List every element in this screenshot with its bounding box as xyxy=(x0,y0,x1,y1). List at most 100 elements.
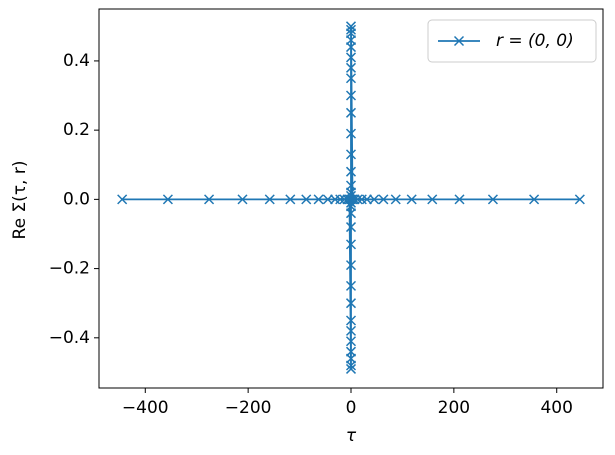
marker-stroke xyxy=(345,180,357,191)
marker xyxy=(345,298,357,309)
y-tick-label: 0.0 xyxy=(63,189,90,209)
marker xyxy=(335,194,346,205)
marker-stroke xyxy=(345,280,357,291)
marker-stroke xyxy=(313,194,324,205)
marker xyxy=(487,194,498,205)
marker xyxy=(345,107,357,118)
marker xyxy=(345,24,357,35)
marker-stroke xyxy=(529,194,540,205)
marker-stroke xyxy=(349,194,360,205)
marker xyxy=(345,52,357,63)
marker-stroke xyxy=(117,194,128,205)
marker xyxy=(322,194,333,205)
marker xyxy=(345,346,357,357)
marker xyxy=(345,222,357,233)
marker-stroke xyxy=(345,222,357,233)
marker xyxy=(361,194,372,205)
marker xyxy=(369,194,380,205)
marker-stroke xyxy=(162,194,173,205)
marker-stroke xyxy=(285,194,296,205)
x-tick-label: −200 xyxy=(225,398,272,418)
marker-stroke xyxy=(345,24,357,35)
marker xyxy=(264,194,275,205)
marker-stroke xyxy=(406,194,417,205)
marker xyxy=(345,325,357,336)
legend-label: r = (0, 0) xyxy=(496,31,574,51)
y-tick-label: 0.4 xyxy=(63,51,90,71)
marker-stroke xyxy=(352,194,363,205)
marker-stroke xyxy=(335,194,346,205)
y-axis-label: Re Σ(τ, r) xyxy=(10,161,30,240)
x-axis-label: τ xyxy=(346,426,357,446)
marker xyxy=(345,62,357,73)
marker xyxy=(313,194,324,205)
marker-stroke xyxy=(345,363,357,374)
marker-stroke xyxy=(345,52,357,63)
marker xyxy=(427,194,438,205)
marker xyxy=(345,315,357,326)
marker xyxy=(345,166,357,177)
marker xyxy=(453,35,465,47)
marker xyxy=(529,194,540,205)
marker-stroke xyxy=(264,194,275,205)
marker xyxy=(390,194,401,205)
marker-stroke xyxy=(345,90,357,101)
plot-frame xyxy=(98,8,604,389)
marker xyxy=(345,180,357,191)
marker xyxy=(285,194,296,205)
legend: r = (0, 0) xyxy=(427,19,597,63)
marker xyxy=(345,21,357,32)
x-tick-label: 200 xyxy=(438,398,470,418)
legend-box xyxy=(427,19,597,63)
marker-stroke xyxy=(345,260,357,271)
marker xyxy=(454,194,465,205)
marker xyxy=(345,336,357,347)
marker-stroke xyxy=(345,336,357,347)
marker xyxy=(345,260,357,271)
marker-stroke xyxy=(378,194,389,205)
marker-stroke xyxy=(237,194,248,205)
marker-stroke xyxy=(361,194,372,205)
marker xyxy=(378,194,389,205)
marker-stroke xyxy=(369,194,380,205)
y-tick-label: −0.4 xyxy=(49,328,90,348)
x-tick-label: 0 xyxy=(346,398,357,418)
marker-stroke xyxy=(390,194,401,205)
marker-stroke xyxy=(345,346,357,357)
y-tick-label: 0.2 xyxy=(63,120,90,140)
marker-stroke xyxy=(322,194,333,205)
marker-stroke xyxy=(204,194,215,205)
marker-stroke xyxy=(345,62,357,73)
marker xyxy=(237,194,248,205)
marker-stroke xyxy=(487,194,498,205)
x-tick-label: −400 xyxy=(122,398,169,418)
marker xyxy=(345,128,357,139)
marker xyxy=(345,90,357,101)
y-tick-label: −0.2 xyxy=(49,259,90,279)
marker xyxy=(301,194,312,205)
marker xyxy=(204,194,215,205)
marker xyxy=(352,194,363,205)
marker xyxy=(117,194,128,205)
marker-stroke xyxy=(345,315,357,326)
marker-stroke xyxy=(345,128,357,139)
marker xyxy=(574,194,585,205)
marker xyxy=(345,280,357,291)
marker-stroke xyxy=(427,194,438,205)
marker-stroke xyxy=(574,194,585,205)
marker-stroke xyxy=(345,166,357,177)
marker-stroke xyxy=(301,194,312,205)
marker-stroke xyxy=(345,107,357,118)
marker-stroke xyxy=(345,73,357,84)
marker xyxy=(345,239,357,250)
marker xyxy=(406,194,417,205)
marker-stroke xyxy=(345,325,357,336)
marker-stroke xyxy=(453,35,465,47)
marker-stroke xyxy=(454,194,465,205)
marker-stroke xyxy=(345,298,357,309)
marker xyxy=(345,73,357,84)
marker xyxy=(345,363,357,374)
marker xyxy=(349,194,360,205)
x-tick-label: 400 xyxy=(540,398,572,418)
